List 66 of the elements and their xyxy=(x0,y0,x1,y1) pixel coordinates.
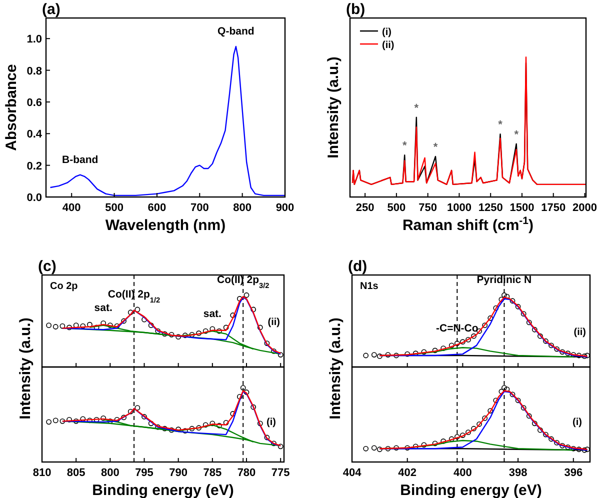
x-tick-label: 790 xyxy=(169,467,188,479)
x-tick-label: 795 xyxy=(135,467,154,479)
x-tick-label: 600 xyxy=(148,202,166,214)
x-tick-label: 800 xyxy=(233,202,252,214)
x-tick-label: 1000 xyxy=(446,202,472,214)
x-tick-label: 785 xyxy=(203,467,222,479)
annotation: (ii) xyxy=(268,317,280,328)
annotation: Q-band xyxy=(218,26,254,38)
text: N1s xyxy=(360,281,379,292)
annotation: * xyxy=(514,128,520,141)
y-axis-title: Absorbance xyxy=(3,64,20,151)
chart-title: (d) xyxy=(348,258,368,275)
y-axis-title: Intensity (a.u.) xyxy=(325,56,342,158)
x-tick-label: 500 xyxy=(105,202,124,214)
text: Co 2p xyxy=(50,281,78,292)
x-tick-label: 775 xyxy=(271,467,290,479)
y-tick-label: 0.6 xyxy=(26,96,42,109)
y-tick-label: 0.8 xyxy=(26,65,42,78)
annotation: Pyridinic N xyxy=(476,274,532,286)
annotation: sat. xyxy=(94,302,112,314)
x-axis-title: Binding energy (eV) xyxy=(92,482,234,498)
x-tick-label: 1750 xyxy=(541,202,566,214)
chart-title: (a) xyxy=(42,1,60,18)
annotation: (i) xyxy=(266,417,276,428)
x-tick-label: 402 xyxy=(398,467,417,479)
annotation: Co(II) 2p$_{3/2}$ xyxy=(216,274,270,290)
y-tick-label: 0.2 xyxy=(26,160,42,172)
annotation: B-band xyxy=(62,154,98,166)
x-tick-label: 396 xyxy=(564,467,583,479)
x-tick-label: 750 xyxy=(418,202,438,214)
annotation: (i) xyxy=(572,417,582,428)
y-tick-label: 0.0 xyxy=(26,192,42,204)
x-axis-title: Binding energy (eV) xyxy=(400,482,542,498)
x-tick-label: 2000 xyxy=(572,202,597,214)
annotation: * xyxy=(433,141,438,154)
y-axis-title: Intensity (a.u.) xyxy=(17,318,34,420)
y-axis-title: Intensity (a.u.) xyxy=(327,318,344,420)
x-axis-title: Wavelength (nm) xyxy=(105,217,226,234)
x-tick-label: 810 xyxy=(32,467,52,479)
y-tick-label: 0.4 xyxy=(26,128,43,141)
x-tick-label: 404 xyxy=(342,467,362,479)
annotation: * xyxy=(498,119,504,132)
annotation: (ii) xyxy=(574,327,586,338)
x-tick-label: 250 xyxy=(356,202,374,214)
x-tick-label: 500 xyxy=(387,202,406,214)
x-tick-label: 398 xyxy=(508,467,528,479)
legend-label: (i) xyxy=(382,27,392,38)
chart-title: (b) xyxy=(346,1,366,18)
y-tick-label: 1.0 xyxy=(26,34,42,46)
legend-label: (ii) xyxy=(382,40,394,51)
x-tick-label: 805 xyxy=(66,467,86,479)
x-tick-label: 1250 xyxy=(478,202,503,214)
x-tick-label: 900 xyxy=(276,202,294,214)
x-tick-label: 780 xyxy=(237,467,256,479)
annotation: Co(II) 2p$_{1/2}$ xyxy=(108,288,160,304)
chart-title: (c) xyxy=(38,258,56,275)
x-axis-title: Raman shift (cm$^{-1}$) xyxy=(402,215,534,234)
x-tick-label: 800 xyxy=(100,467,120,479)
annotation: * xyxy=(402,140,408,152)
x-tick-label: 400 xyxy=(62,202,81,214)
x-tick-label: 700 xyxy=(190,202,209,214)
x-tick-label: 1500 xyxy=(510,202,534,214)
annotation: -C=N-Co xyxy=(436,322,478,334)
x-tick-label: 400 xyxy=(454,467,472,479)
annotation: * xyxy=(414,102,420,114)
annotation: sat. xyxy=(203,308,222,320)
